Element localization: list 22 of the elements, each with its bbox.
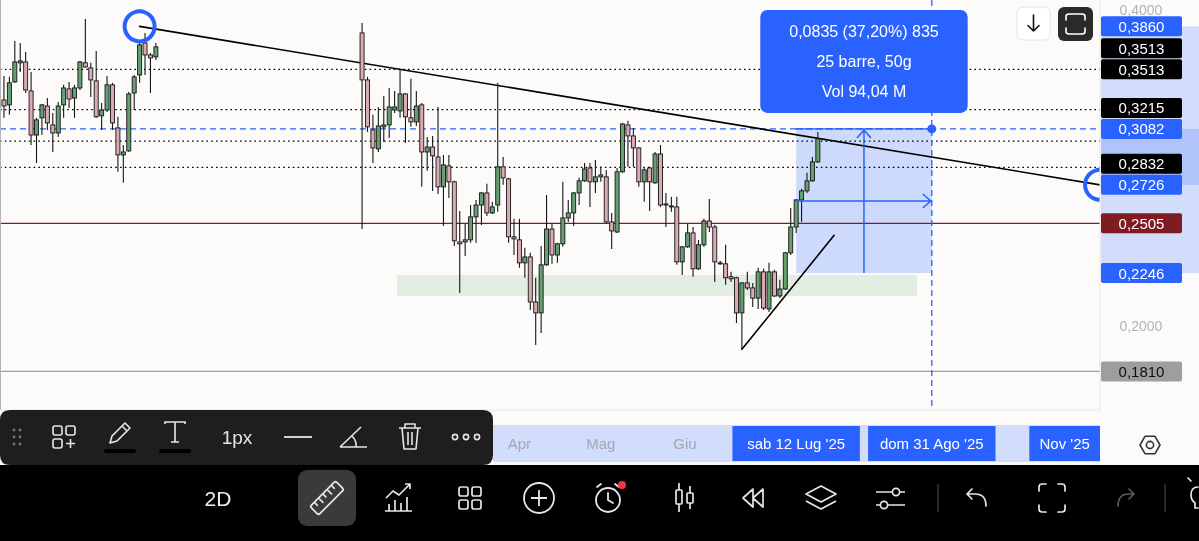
- x-tick-label: sab 12 Lug '25: [747, 435, 846, 452]
- annotation: 25 barre, 50g: [816, 53, 912, 71]
- y-tick-label: 0,3513: [1118, 60, 1165, 78]
- y-tick-label: 0,2246: [1118, 264, 1165, 282]
- y-tick-label: 0,3860: [1118, 17, 1165, 35]
- ref-line-label: 0,1810: [1118, 362, 1165, 380]
- text: Nov '25: [1039, 435, 1090, 452]
- annotation: 0,0835 (37,20%) 835: [789, 23, 939, 41]
- y-tick-label: 0,4000: [1119, 2, 1163, 19]
- annotation: Vol 94,04 M: [821, 83, 907, 101]
- text: 1px: [221, 426, 253, 448]
- ref-line-label: 0,2505: [1118, 214, 1165, 232]
- x-tick-label: Apr: [507, 435, 532, 452]
- ref-line-label: 0,3215: [1118, 99, 1165, 117]
- x-tick-label: Mag: [586, 435, 616, 452]
- x-tick-label: dom 31 Ago '25: [879, 435, 984, 452]
- x-tick-label: Giu: [673, 435, 697, 452]
- y-tick-label: 0,2000: [1119, 317, 1163, 334]
- ref-line-label: 0,3082: [1118, 120, 1165, 138]
- ref-line-label: 0,2832: [1118, 155, 1165, 173]
- text: 2D: [204, 486, 232, 510]
- y-tick-label: 0,2726: [1118, 176, 1165, 194]
